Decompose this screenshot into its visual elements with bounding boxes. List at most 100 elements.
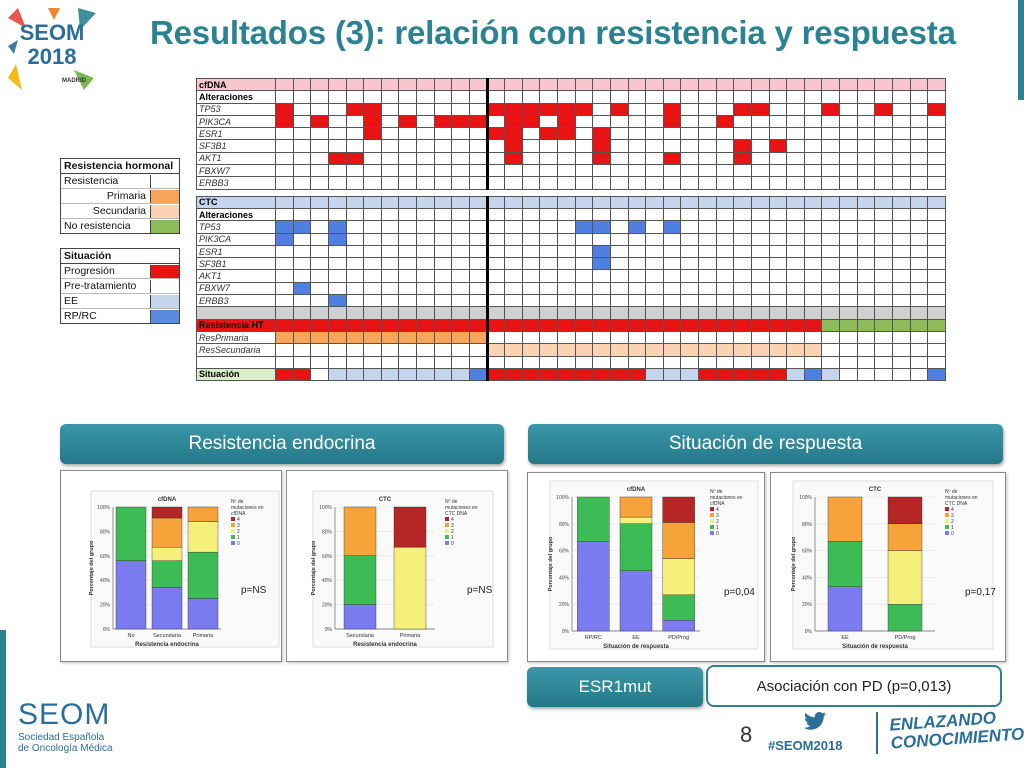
grid-cell: [310, 195, 329, 209]
bar-segment: [577, 496, 610, 542]
y-tick-label: 20%: [322, 603, 333, 609]
grid-cell: [433, 343, 453, 357]
grid-cell: [645, 90, 664, 104]
grid-cell: [662, 195, 682, 209]
grid-cell: [521, 281, 541, 296]
grid-cell: [327, 90, 347, 104]
grid-cell: [609, 127, 629, 141]
grid-cell: [768, 164, 788, 178]
grid-cell: [927, 269, 946, 283]
y-tick-label: 80%: [100, 529, 111, 535]
y-tick-label: 80%: [322, 529, 333, 535]
grid-cell: [839, 151, 858, 166]
bar-segment: [343, 506, 377, 556]
grid-cell: [768, 114, 788, 129]
grid-cell: [345, 355, 365, 369]
grid-cell: [468, 151, 488, 166]
grid-cell: [416, 355, 435, 369]
grid-cell: [521, 343, 541, 357]
grid-cell: [874, 306, 893, 320]
grid-cell: [521, 318, 541, 332]
grid-cell: [680, 139, 699, 153]
grid-cell: [786, 330, 805, 345]
grid-cell: [363, 207, 382, 222]
grid-cell: [292, 330, 312, 345]
x-axis-label: Situación de respuesta: [603, 644, 669, 650]
grid-row: TP53: [196, 102, 946, 116]
grid-cell: [485, 195, 506, 209]
legend-swatch: [231, 541, 235, 545]
grid-cell: [909, 318, 929, 332]
bar-segment: [115, 560, 147, 630]
grid-row-label: Alteraciones: [196, 90, 276, 104]
legend-label: 4: [716, 507, 719, 513]
grid-cell: [451, 355, 470, 369]
grid-cell: [521, 90, 541, 104]
grid-cell: [874, 269, 893, 283]
grid-cell: [468, 269, 488, 283]
grid-cell: [345, 269, 365, 283]
grid-cell: [909, 114, 929, 129]
grid-cell: [803, 355, 823, 369]
grid-cell: [539, 318, 558, 332]
legend-swatch: [445, 523, 449, 527]
grid-cell: [398, 195, 417, 209]
grid-cell: [733, 189, 752, 197]
grid-cell: [927, 306, 946, 320]
grid-cell: [856, 257, 876, 271]
grid-cell: [504, 114, 523, 129]
grid-cell: [803, 176, 823, 190]
grid-cell: [874, 318, 893, 332]
grid-cell: [521, 114, 541, 129]
grid-row: SF3B1: [196, 257, 946, 271]
grid-cell: [485, 257, 506, 271]
grid-cell: [627, 232, 647, 246]
grid-cell: [856, 207, 876, 222]
chart-svg: cfDNA 0% 20% 40% 60% 80% 100% Porcentaje del gr…: [548, 480, 759, 650]
grid-cell: [891, 294, 911, 308]
grid-cell: [485, 151, 506, 166]
grid-cell: [821, 330, 840, 345]
grid-cell: [521, 220, 541, 234]
grid-cell: [733, 207, 752, 222]
grid-cell: [485, 269, 506, 283]
grid-cell: [592, 176, 611, 190]
grid-cell: [733, 294, 752, 308]
grid-cell: [521, 164, 541, 178]
grid-cell: [680, 367, 699, 382]
grid-row-label: FBXW7: [196, 164, 276, 178]
grid-cell: [328, 189, 346, 197]
grid-cell: [927, 232, 946, 246]
grid-cell: [574, 90, 594, 104]
grid-cell: [715, 90, 735, 104]
grid-row: FBXW7: [196, 281, 946, 296]
legend-label: 4: [951, 507, 954, 513]
grid-row-label: ERBB3: [196, 294, 276, 308]
grid-cell: [627, 151, 647, 166]
grid-cell: [803, 195, 823, 209]
grid-cell: [874, 367, 893, 382]
grid-cell: [451, 77, 470, 92]
grid-cell: [627, 367, 647, 382]
grid-cell: [909, 257, 929, 271]
grid-cell: [345, 367, 365, 382]
grid-cell: [451, 207, 470, 222]
grid-cell: [680, 77, 699, 92]
legend-swatch: [710, 513, 714, 517]
grid-cell: [327, 244, 347, 259]
grid-cell: [539, 330, 558, 345]
grid-cell: [468, 318, 488, 332]
grid-cell: [380, 306, 400, 320]
grid-cell: [645, 281, 664, 296]
grid-cell: [433, 367, 453, 382]
grid-cell: [927, 330, 946, 345]
grid-cell: [592, 220, 611, 234]
grid-cell: [927, 257, 946, 271]
chart-title: CTC: [379, 497, 392, 503]
legend-swatch: [445, 541, 449, 545]
grid-cell: [504, 195, 523, 209]
grid-cell: [803, 269, 823, 283]
grid-cell: [363, 139, 382, 153]
grid-row: SF3B1: [196, 139, 946, 153]
grid-cell: [398, 90, 417, 104]
